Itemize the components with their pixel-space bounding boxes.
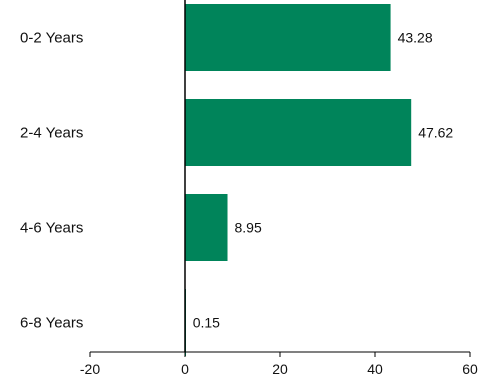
- x-tick-label: 60: [462, 361, 478, 377]
- x-axis: -20 0 20 40 60: [80, 0, 478, 377]
- value-labels: 43.28 47.62 8.95 0.15: [193, 30, 454, 331]
- bar-2-4-years: [185, 99, 412, 166]
- category-label: 0-2 Years: [20, 30, 83, 47]
- x-tick-label: 20: [272, 361, 288, 377]
- category-labels: 0-2 Years 2-4 Years 4-6 Years 6-8 Years: [20, 30, 83, 332]
- x-tick-label: 40: [367, 361, 383, 377]
- x-tick-label: -20: [80, 361, 100, 377]
- x-tick-label: 0: [181, 361, 189, 377]
- category-label: 4-6 Years: [20, 220, 83, 237]
- bar-0-2-years: [185, 4, 391, 71]
- value-label: 0.15: [193, 315, 220, 331]
- value-label: 47.62: [418, 125, 453, 141]
- category-label: 6-8 Years: [20, 315, 83, 332]
- value-label: 43.28: [398, 30, 433, 46]
- bar-4-6-years: [185, 194, 228, 261]
- category-label: 2-4 Years: [20, 125, 83, 142]
- bars: [185, 4, 412, 356]
- value-label: 8.95: [235, 220, 262, 236]
